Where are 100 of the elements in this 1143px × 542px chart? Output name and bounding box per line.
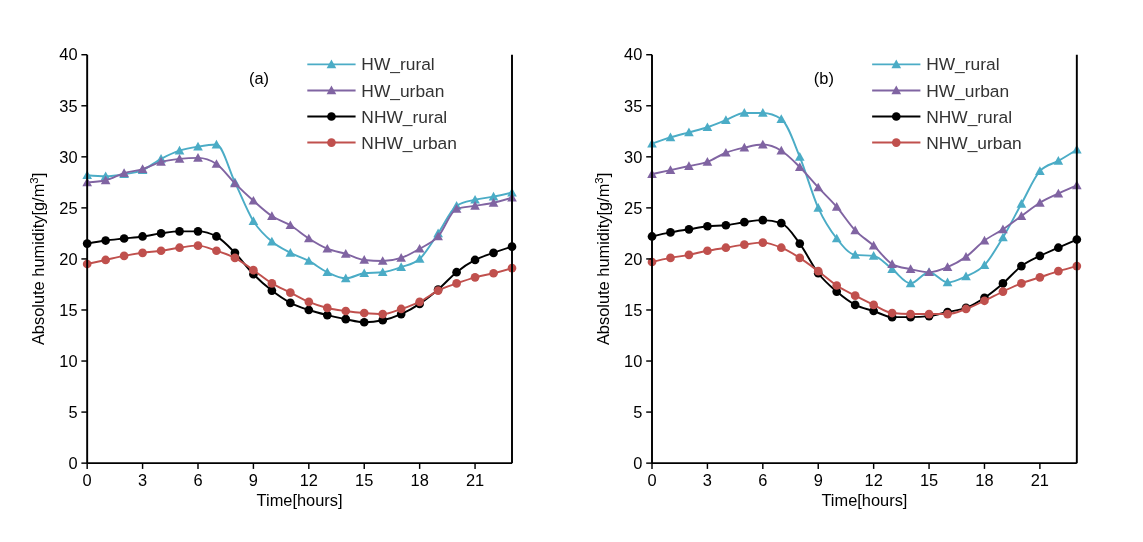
x-tick-label: 21	[465, 471, 485, 490]
point	[378, 309, 388, 319]
point	[1017, 279, 1026, 288]
point	[702, 157, 713, 166]
point	[1054, 243, 1063, 253]
point	[303, 233, 314, 243]
point	[452, 267, 461, 277]
point	[721, 220, 731, 230]
point	[776, 243, 786, 253]
y-tick-label: 35	[59, 96, 78, 115]
point	[998, 279, 1008, 288]
point	[942, 277, 953, 287]
point	[850, 250, 861, 259]
point	[721, 147, 731, 157]
point	[740, 217, 749, 227]
point	[286, 298, 295, 308]
point	[850, 291, 860, 301]
point	[1016, 211, 1027, 220]
point	[832, 281, 842, 290]
point	[174, 154, 185, 163]
point	[304, 305, 314, 315]
point	[470, 272, 480, 282]
point	[212, 246, 221, 256]
point	[341, 306, 351, 316]
point	[267, 211, 277, 220]
point	[267, 236, 277, 246]
x-tick-label: 12	[299, 471, 318, 490]
point	[979, 260, 990, 269]
point	[703, 221, 712, 231]
point	[414, 243, 425, 253]
x-axis-title: Time[hours]	[821, 490, 908, 509]
point	[776, 218, 786, 228]
point	[961, 252, 971, 261]
point	[776, 114, 787, 123]
point	[813, 182, 824, 192]
point	[211, 159, 222, 168]
point	[470, 201, 480, 210]
point	[979, 235, 990, 245]
legend-label: NHW_rural	[361, 106, 448, 127]
x-tick-label: 18	[410, 471, 429, 490]
y-tick-label: 20	[624, 249, 643, 268]
y-tick-label: 15	[624, 300, 643, 319]
point	[138, 232, 147, 241]
point	[831, 202, 842, 211]
point	[156, 246, 166, 256]
point	[998, 287, 1008, 296]
point	[174, 145, 185, 155]
annotation: (a)	[249, 68, 270, 87]
y-tick-label: 0	[68, 453, 78, 472]
point	[175, 227, 184, 236]
x-tick-label: 21	[1030, 471, 1050, 490]
point	[1053, 156, 1064, 165]
point	[119, 234, 129, 243]
point	[322, 303, 332, 313]
point	[739, 142, 750, 152]
point	[721, 243, 731, 253]
point	[794, 162, 805, 171]
point	[1035, 251, 1045, 261]
y-tick-label: 10	[624, 351, 643, 370]
point	[1035, 272, 1045, 282]
y-tick-label: 40	[624, 45, 643, 64]
x-tick-label: 6	[193, 471, 203, 490]
point	[175, 243, 184, 253]
y-tick-label: 5	[68, 402, 78, 421]
point	[1054, 266, 1063, 276]
y-tick-label: 0	[633, 453, 643, 472]
x-tick-label: 15	[919, 471, 939, 490]
point	[868, 240, 879, 250]
point	[794, 152, 805, 161]
point	[758, 139, 768, 149]
point	[396, 253, 406, 262]
point	[1035, 197, 1045, 207]
y-tick-label: 30	[59, 147, 78, 166]
legend-label: NHW_urban	[361, 132, 457, 153]
point	[341, 314, 351, 324]
x-tick-label: 0	[647, 471, 657, 490]
point	[887, 308, 897, 318]
y-tick-label: 5	[633, 402, 643, 421]
point	[396, 304, 406, 314]
point	[359, 317, 369, 327]
point	[665, 165, 676, 174]
x-tick-label: 9	[813, 471, 823, 490]
point	[119, 251, 129, 261]
point	[322, 310, 332, 320]
point	[831, 233, 842, 243]
point	[998, 232, 1008, 242]
point	[684, 161, 694, 170]
point	[666, 253, 675, 263]
point	[267, 279, 277, 288]
point	[1017, 261, 1026, 271]
point	[101, 255, 110, 265]
point	[488, 197, 499, 207]
point	[905, 278, 916, 288]
legend-label: HW_urban	[361, 80, 445, 101]
x-tick-label: 3	[138, 471, 148, 490]
legend-label: NHW_rural	[926, 106, 1013, 127]
point	[267, 286, 277, 295]
point	[340, 249, 351, 258]
legend-label: NHW_urban	[926, 132, 1022, 153]
point	[961, 271, 971, 281]
